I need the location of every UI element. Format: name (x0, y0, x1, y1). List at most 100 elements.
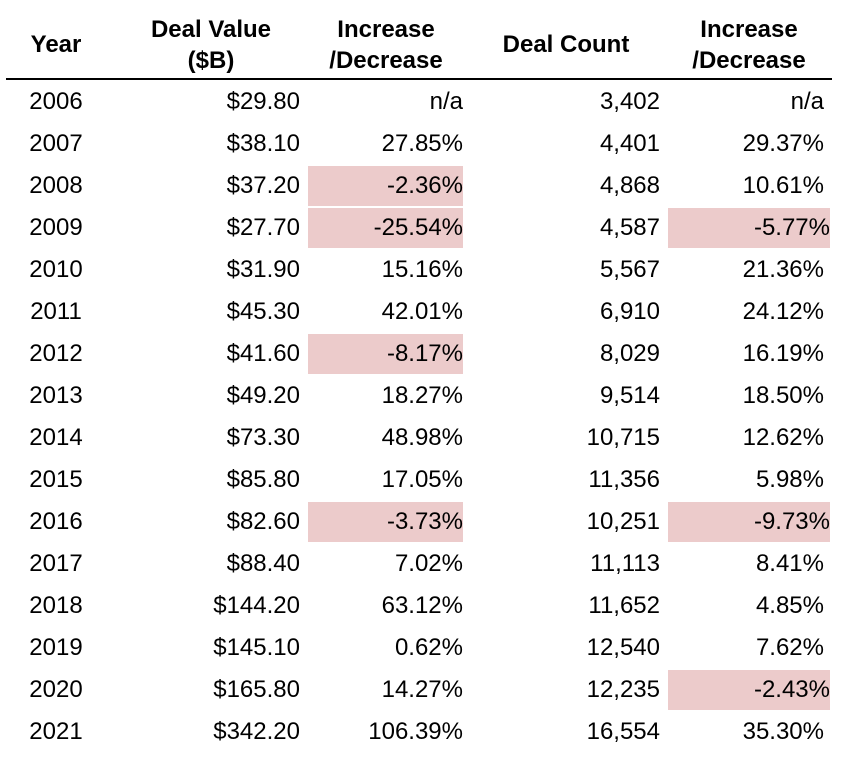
deal-count-cell: 11,356 (588, 466, 660, 493)
deal-count-change-cell: 12.62% (742, 424, 824, 451)
deal-count-change-cell: 24.12% (742, 298, 824, 325)
deal-value-change-cell: -2.36% (308, 166, 463, 206)
deal-count-cell: 4,587 (599, 214, 660, 241)
deal-value-change-cell: 7.02% (394, 550, 463, 577)
deal-count-change-cell: -9.73% (668, 502, 830, 542)
header-dv-change-line1: Increase (337, 16, 435, 43)
table-row: 2019 $145.10 0.62% 12,540 7.62% (6, 628, 832, 670)
year-cell: 2018 (29, 592, 83, 619)
table-row: 2006 $29.80 n/a 3,402 n/a (6, 82, 832, 124)
table-row: 2017 $88.40 7.02% 11,113 8.41% (6, 544, 832, 586)
deal-count-cell: 6,910 (599, 298, 660, 325)
deal-count-cell: 10,715 (586, 424, 660, 451)
deal-table: Year Deal Value ($B) Increase/Decrease De… (6, 12, 832, 754)
year-cell: 2019 (29, 634, 83, 661)
deal-count-cell: 4,401 (599, 130, 660, 157)
deal-count-change-cell: 4.85% (755, 592, 824, 619)
header-deal-value-line2: ($B) (187, 47, 235, 74)
deal-count-change-cell: -2.43% (668, 670, 830, 710)
table-row: 2013 $49.20 18.27% 9,514 18.50% (6, 376, 832, 418)
deal-count-cell: 10,251 (586, 508, 660, 535)
deal-value-change-cell: 63.12% (381, 592, 463, 619)
table-header: Year Deal Value ($B) Increase/Decrease De… (6, 12, 832, 80)
deal-value-cell: $85.80 (226, 466, 300, 493)
deal-count-cell: 12,540 (586, 634, 660, 661)
table-row: 2014 $73.30 48.98% 10,715 12.62% (6, 418, 832, 460)
deal-value-cell: $31.90 (226, 256, 300, 283)
deal-count-cell: 4,868 (599, 172, 660, 199)
header-deal-count: Deal Count (502, 31, 630, 58)
deal-value-change-cell: -25.54% (308, 208, 463, 248)
year-cell: 2008 (29, 172, 83, 199)
table-row: 2018 $144.20 63.12% 11,652 4.85% (6, 586, 832, 628)
header-deal-count-change: Increase/Decrease (666, 14, 832, 76)
deal-value-cell: $49.20 (226, 382, 300, 409)
table-row: 2015 $85.80 17.05% 11,356 5.98% (6, 460, 832, 502)
deal-value-change-cell: 48.98% (381, 424, 463, 451)
year-cell: 2011 (30, 298, 82, 325)
deal-value-change-cell: 0.62% (394, 634, 463, 661)
year-cell: 2012 (29, 340, 83, 367)
deal-value-cell: $88.40 (226, 550, 300, 577)
deal-value-change-cell: 15.16% (381, 256, 463, 283)
deal-value-change-cell: 17.05% (381, 466, 463, 493)
table-row: 2009 $27.70 -25.54% 4,587 -5.77% (6, 208, 832, 250)
year-cell: 2016 (29, 508, 83, 535)
deal-count-cell: 12,235 (586, 676, 660, 703)
deal-value-cell: $82.60 (226, 508, 300, 535)
deal-count-change-cell: 18.50% (742, 382, 824, 409)
table-row: 2008 $37.20 -2.36% 4,868 10.61% (6, 166, 832, 208)
deal-count-change-cell: -5.77% (668, 208, 830, 248)
deal-value-change-cell: -8.17% (308, 334, 463, 374)
table-row: 2011 $45.30 42.01% 6,910 24.12% (6, 292, 832, 334)
deal-value-cell: $27.70 (226, 214, 300, 241)
year-cell: 2006 (29, 88, 83, 115)
year-cell: 2020 (29, 676, 83, 703)
deal-value-cell: $342.20 (213, 718, 300, 745)
deal-value-change-cell: 14.27% (381, 676, 463, 703)
year-cell: 2013 (29, 382, 83, 409)
deal-value-cell: $165.80 (213, 676, 300, 703)
deal-count-change-cell: 8.41% (755, 550, 824, 577)
deal-value-change-cell: 42.01% (381, 298, 463, 325)
table-row: 2012 $41.60 -8.17% 8,029 16.19% (6, 334, 832, 376)
deal-count-cell: 5,567 (599, 256, 660, 283)
year-cell: 2015 (29, 466, 83, 493)
deal-value-cell: $29.80 (226, 88, 300, 115)
deal-value-cell: $37.20 (226, 172, 300, 199)
header-dc-change-line2: /Decrease (692, 47, 806, 74)
deal-count-change-cell: n/a (790, 88, 824, 115)
deal-value-change-cell: n/a (429, 88, 463, 115)
table-row: 2021 $342.20 106.39% 16,554 35.30% (6, 712, 832, 754)
deal-count-change-cell: 21.36% (742, 256, 824, 283)
deal-value-cell: $41.60 (226, 340, 300, 367)
table-row: 2016 $82.60 -3.73% 10,251 -9.73% (6, 502, 832, 544)
deal-count-change-cell: 5.98% (755, 466, 824, 493)
table-row: 2010 $31.90 15.16% 5,567 21.36% (6, 250, 832, 292)
header-deal-value: Deal Value ($B) (121, 14, 301, 76)
year-cell: 2007 (29, 130, 83, 157)
deal-count-cell: 8,029 (599, 340, 660, 367)
deal-value-cell: $45.30 (226, 298, 300, 325)
year-cell: 2010 (29, 256, 83, 283)
header-deal-value-line1: Deal Value (150, 16, 272, 43)
deal-value-cell: $145.10 (213, 634, 300, 661)
deal-value-change-cell: 106.39% (368, 718, 463, 745)
year-cell: 2014 (29, 424, 83, 451)
year-cell: 2009 (29, 214, 83, 241)
deal-value-change-cell: -3.73% (308, 502, 463, 542)
deal-value-cell: $38.10 (226, 130, 300, 157)
deal-count-cell: 9,514 (599, 382, 660, 409)
deal-value-cell: $73.30 (226, 424, 300, 451)
deal-value-cell: $144.20 (213, 592, 300, 619)
deal-count-change-cell: 16.19% (742, 340, 824, 367)
table-row: 2020 $165.80 14.27% 12,235 -2.43% (6, 670, 832, 712)
deal-value-change-cell: 18.27% (381, 382, 463, 409)
deal-count-cell: 11,113 (590, 550, 660, 577)
deal-count-change-cell: 10.61% (742, 172, 824, 199)
header-deal-value-change: Increase/Decrease (303, 14, 469, 76)
header-dv-change-line2: /Decrease (329, 47, 443, 74)
deal-count-cell: 16,554 (586, 718, 660, 745)
header-dc-change-line1: Increase (700, 16, 798, 43)
year-cell: 2021 (29, 718, 83, 745)
